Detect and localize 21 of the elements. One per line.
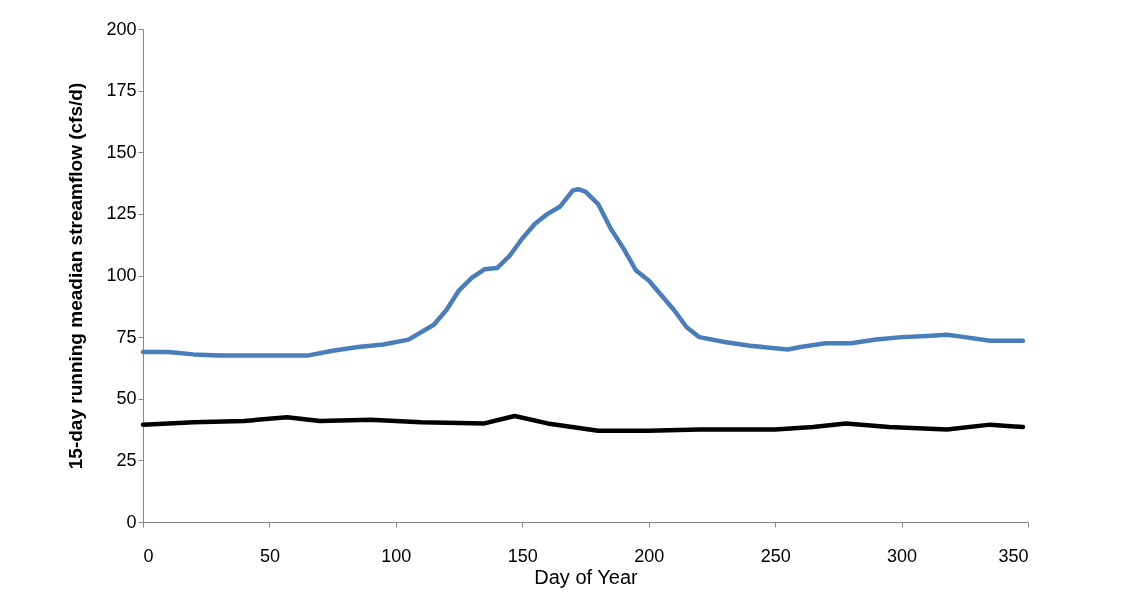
line-series <box>140 413 1026 434</box>
y-tick-label: 50 <box>116 388 137 409</box>
x-tick-label: 100 <box>381 545 412 566</box>
x-tick-label: 0 <box>143 545 154 566</box>
x-tick-label: 250 <box>760 545 791 566</box>
x-tick-label: 300 <box>887 545 918 566</box>
y-tick-label: 150 <box>106 141 137 162</box>
y-tick-label: 200 <box>106 18 137 39</box>
x-tick-label: 350 <box>998 545 1029 566</box>
y-tick-label: 0 <box>126 511 137 532</box>
x-axis-title: Day of Year <box>534 565 639 588</box>
line-series <box>140 186 1026 358</box>
y-tick-label: 175 <box>106 80 137 101</box>
y-tick-label: 125 <box>106 203 137 224</box>
x-tick-label: 200 <box>634 545 665 566</box>
x-tick-label: 50 <box>259 545 280 566</box>
y-tick-label: 25 <box>116 449 137 470</box>
y-tick-label: 100 <box>106 265 137 285</box>
y-axis-title: 15-day running meadian streamflow (cfs/d) <box>65 82 87 470</box>
y-tick-label: 75 <box>116 326 137 347</box>
x-tick-label: 150 <box>507 545 538 566</box>
